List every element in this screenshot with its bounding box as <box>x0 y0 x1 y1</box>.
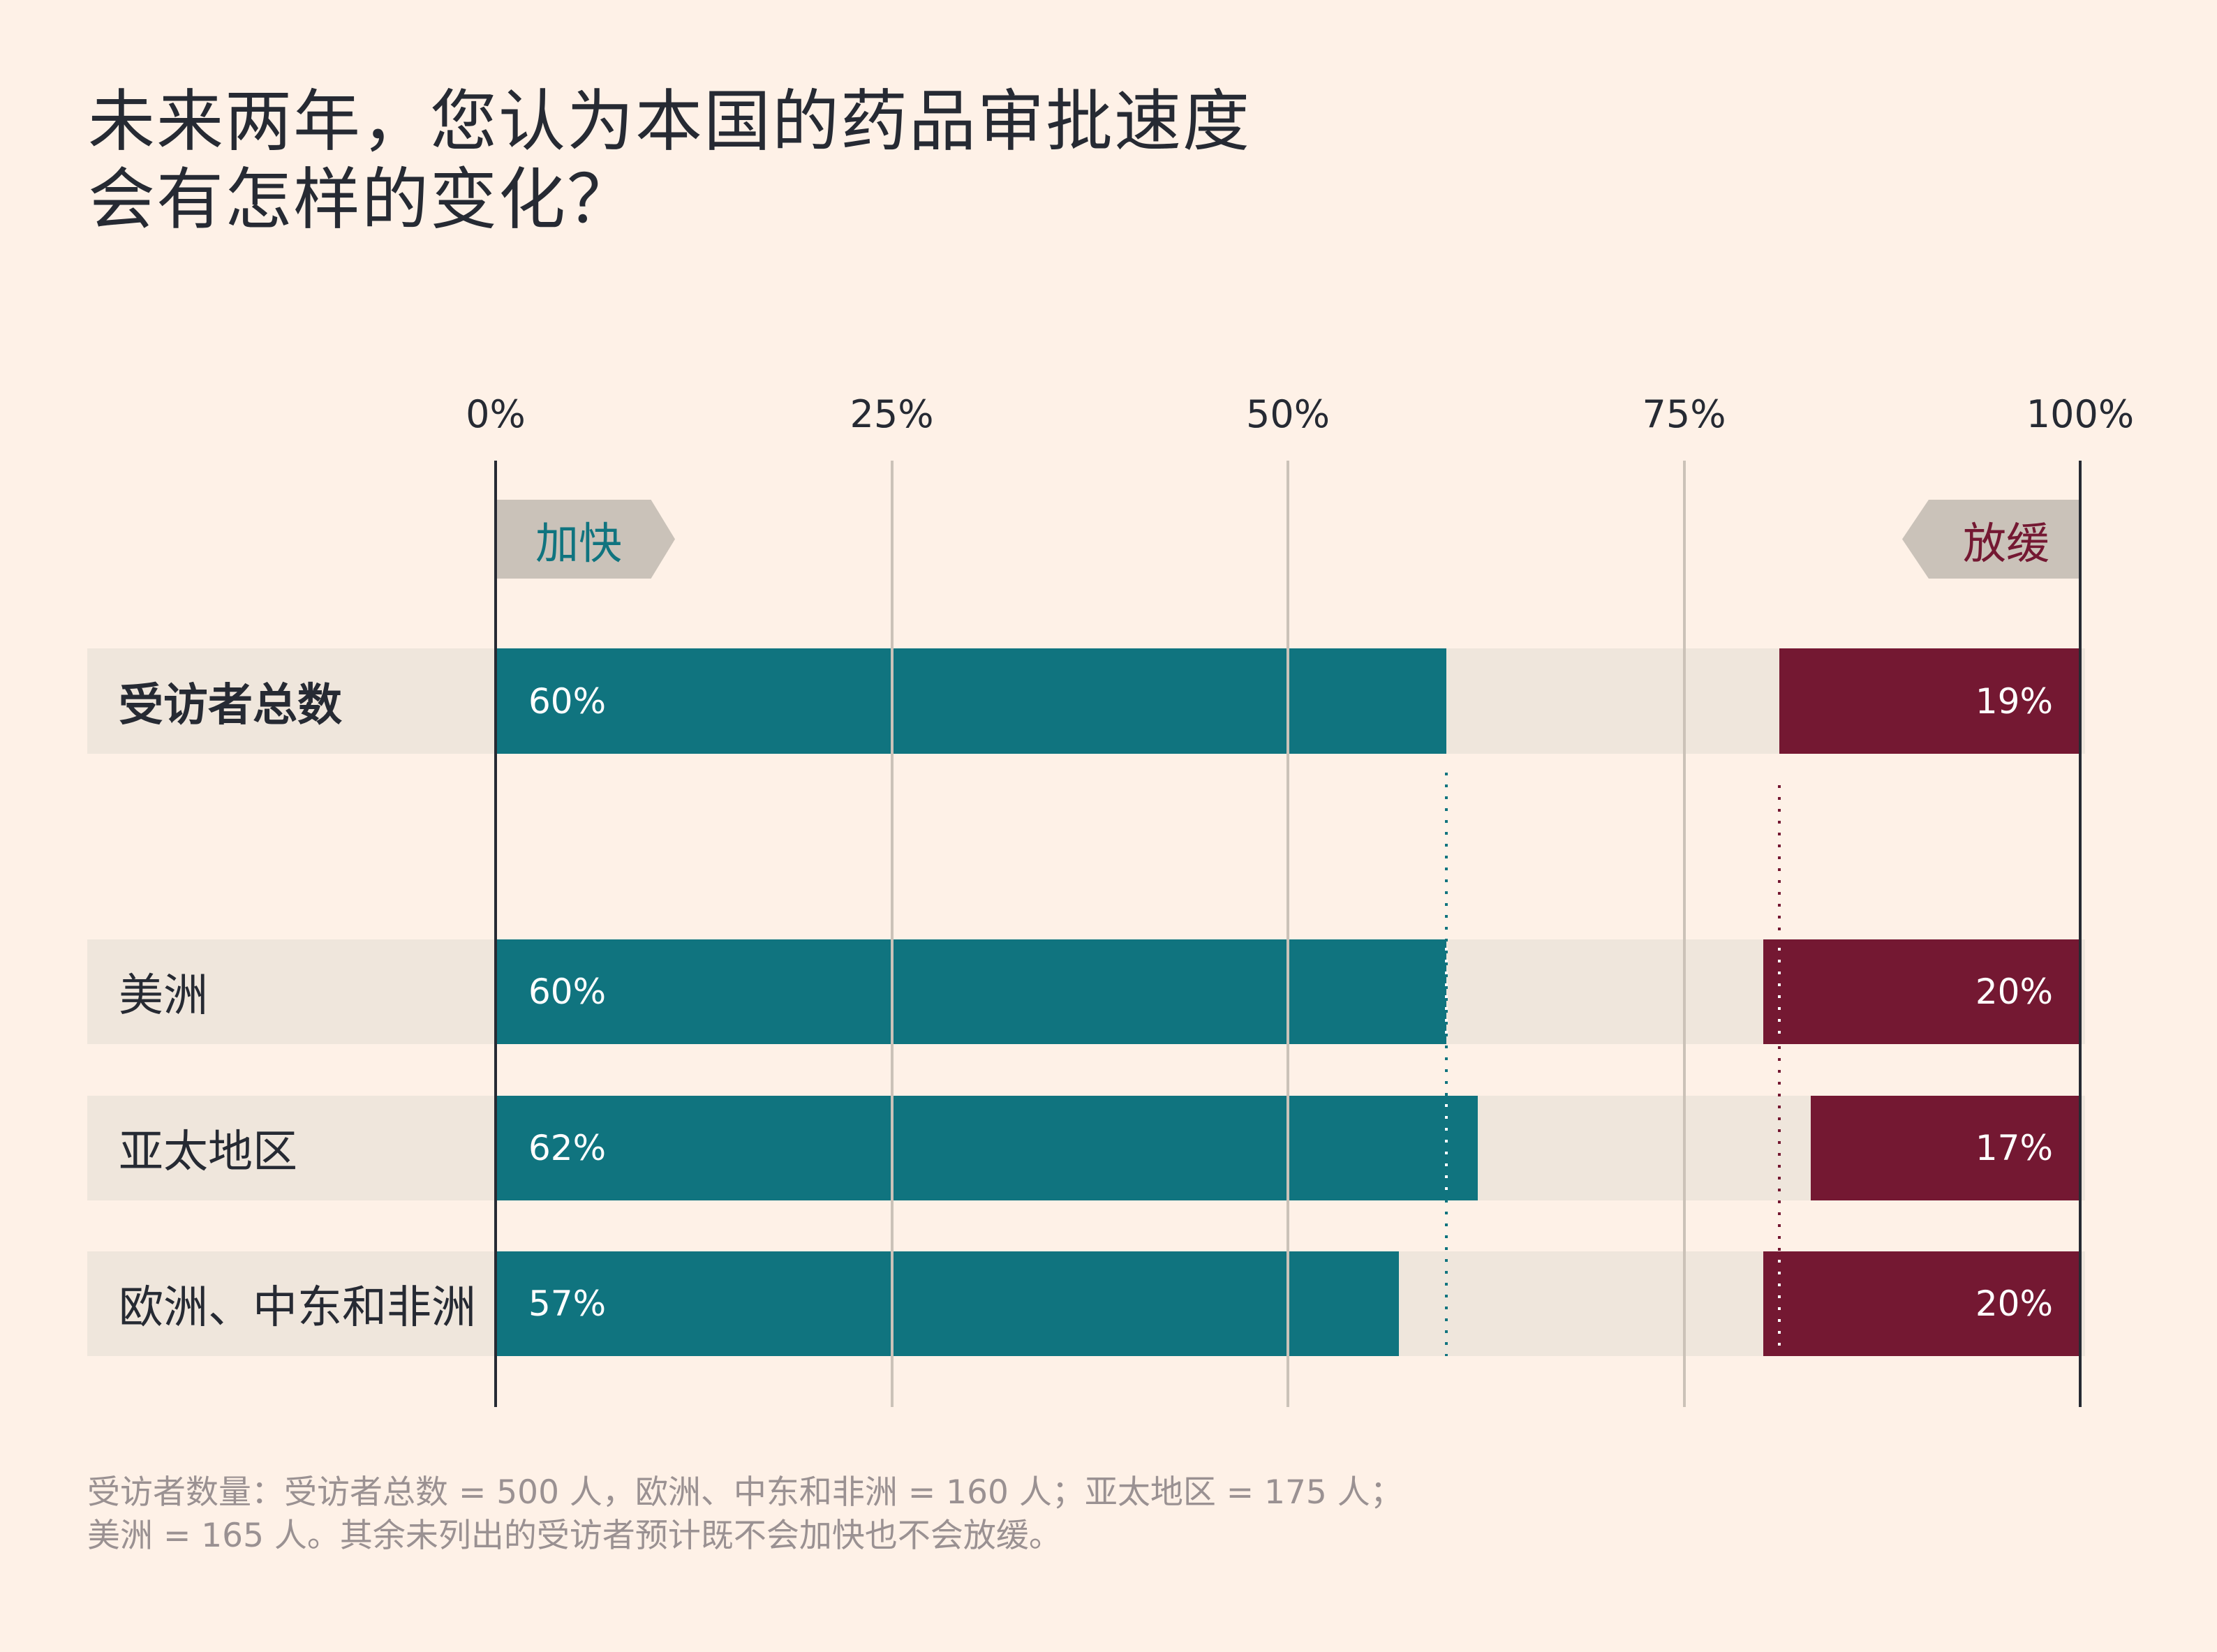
x-tick-label: 75% <box>1642 392 1726 436</box>
slower-bar <box>1763 939 2080 1044</box>
row-label: 欧洲、中东和非洲 <box>119 1282 476 1334</box>
faster-value-label: 60% <box>528 680 607 722</box>
slower-value-label: 20% <box>1975 972 2053 1012</box>
x-tick-label: 50% <box>1245 392 1330 436</box>
benchmark-dotted-segment-on-bar <box>1445 948 1448 1036</box>
benchmark-dotted-segment-on-bar <box>1777 1260 1781 1348</box>
faster-value-label: 60% <box>528 972 607 1012</box>
chart-title: 未来两年，您认为本国的药品审批速度 会有怎样的变化？ <box>88 82 1484 239</box>
slower-value-label: 17% <box>1975 1128 2053 1168</box>
benchmark-dotted-segment-on-bar <box>1445 1104 1448 1192</box>
benchmark-dotted-segment-on-bar <box>1777 948 1781 1036</box>
chart-title-line-2: 会有怎样的变化？ <box>88 161 635 239</box>
slower-value-label: 20% <box>1975 1283 2053 1324</box>
faster-legend-label: 加快 <box>535 517 623 569</box>
faster-legend-tag: 加快 <box>497 500 675 579</box>
faster-value-label: 62% <box>528 1128 607 1168</box>
faster-bar <box>496 1251 1399 1356</box>
slower-bar <box>1763 1251 2080 1356</box>
row-label: 美洲 <box>119 970 208 1022</box>
gridline <box>1287 461 1289 1407</box>
slower-bar <box>1811 1096 2080 1200</box>
x-tick-label: 100% <box>2026 392 2135 436</box>
gridline <box>890 461 894 1407</box>
axis-line <box>494 461 497 1407</box>
slower-value-label: 19% <box>1975 680 2053 722</box>
slower-legend-label: 放缓 <box>1962 517 2049 569</box>
slower-benchmark-dotted-line <box>1777 785 1781 1356</box>
faster-bar <box>496 1096 1478 1200</box>
axis-line <box>2079 461 2082 1407</box>
faster-benchmark-dotted-line <box>1445 773 1448 1356</box>
faster-bar <box>496 648 1446 754</box>
row-label: 受访者总数 <box>119 679 342 731</box>
gridline <box>1682 461 1686 1407</box>
chart-title-line-1: 未来两年，您认为本国的药品审批速度 <box>88 82 1251 161</box>
footnote-line-1: 受访者数量：受访者总数 = 500 人，欧洲、中东和非洲 = 160 人；亚太地… <box>87 1473 1403 1512</box>
footnote-line-2: 美洲 = 165 人。其余未列出的受访者预计既不会加快也不会放缓。 <box>87 1517 1062 1555</box>
footnote: 受访者数量：受访者总数 = 500 人，欧洲、中东和非洲 = 160 人；亚太地… <box>87 1471 1403 1558</box>
row-label: 亚太地区 <box>119 1126 297 1178</box>
faster-bar <box>496 939 1446 1044</box>
x-tick-label: 0% <box>466 392 526 436</box>
slower-legend-tag: 放缓 <box>1902 500 2079 579</box>
x-tick-label: 25% <box>850 392 934 436</box>
slower-bar <box>1779 648 2080 754</box>
faster-value-label: 57% <box>528 1283 607 1324</box>
